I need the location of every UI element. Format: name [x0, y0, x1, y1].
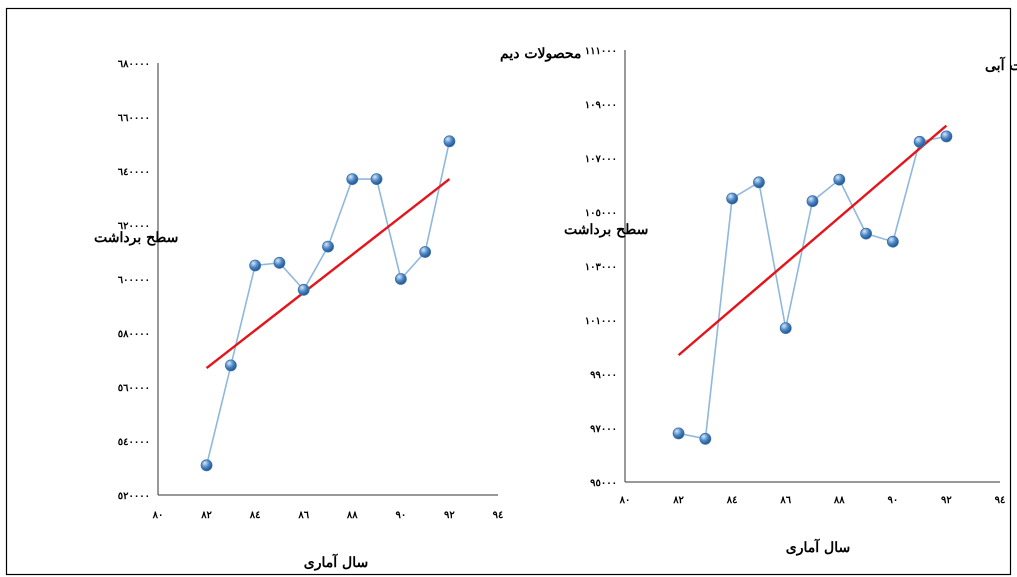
figure-frame [5, 7, 1012, 576]
irrigated-crops-chart: محصولات آبی سطح برداشت سال آماری ۹٥۰۰۰ ۹۷… [564, 46, 1017, 556]
data-point [273, 256, 286, 269]
y-tick-label: ۱۰۱۰۰۰ [585, 316, 617, 327]
data-point [806, 195, 819, 208]
data-point [913, 135, 926, 148]
x-tick-label: ۸۰ [152, 510, 164, 521]
series-line [205, 141, 451, 466]
data-point [322, 240, 334, 253]
trend-line [677, 124, 948, 357]
y-tick-label: ۹٥۰۰۰ [590, 478, 617, 489]
x-tick-label: ۸۸ [346, 510, 358, 521]
y-tick-label: ٦٤۰۰۰۰ [118, 167, 150, 178]
y-tick-label: ۱۰۹۰۰۰ [585, 100, 617, 111]
trend-line [205, 178, 451, 370]
x-tick-label: ۸۸ [833, 495, 845, 506]
x-axis-title: سال آماری [786, 538, 850, 556]
x-tick-label: ۹۲ [444, 510, 455, 521]
x-tick-label: ۸۲ [672, 495, 684, 506]
data-point [443, 135, 456, 148]
chart-title: محصولات دیم [500, 46, 581, 62]
x-tick-label: ۹۲ [941, 495, 952, 506]
y-tick-label: ۹۷۰۰۰ [590, 424, 617, 435]
data-point [419, 246, 432, 258]
y-tick-label: ٥۲۰۰۰۰ [118, 491, 150, 502]
chart-title: محصولات آبی [985, 56, 1017, 74]
rainfed-crops-chart: محصولات دیم سطح برداشت سال آماری ٥۲۰۰۰۰ ٥… [94, 46, 581, 571]
data-point [370, 173, 383, 186]
data-point [297, 283, 310, 296]
y-tick-label: ٥٤۰۰۰۰ [118, 437, 150, 448]
data-point [940, 130, 953, 143]
y-tick-label: ۱۰۷۰۰۰ [585, 154, 617, 165]
y-tick-label: ۹۹۰۰۰ [590, 370, 617, 381]
data-point [779, 322, 792, 335]
y-axis-title: سطح برداشت [564, 222, 648, 238]
x-tick-label: ۸٤ [249, 510, 261, 521]
data-point [860, 227, 872, 240]
x-tick-label: ۹۰ [887, 495, 898, 506]
y-axis-title: سطح برداشت [94, 230, 178, 246]
x-tick-label: ۹٤ [493, 510, 504, 521]
data-point [249, 259, 262, 272]
x-tick-label: ۸۲ [200, 510, 212, 521]
data-point [886, 235, 899, 248]
x-tick-label: ۸۰ [619, 495, 631, 506]
y-tick-label: ٦٦۰۰۰۰ [118, 113, 150, 124]
data-point [200, 459, 213, 472]
y-tick-label: ٦۸۰۰۰۰ [118, 59, 150, 70]
y-tick-label: ٦۲۰۰۰۰ [118, 221, 150, 232]
data-point [753, 176, 765, 189]
x-tick-label: ۸٤ [726, 495, 738, 506]
y-tick-label: ۱۰۳۰۰۰ [585, 262, 617, 273]
series-line [678, 135, 947, 440]
data-point [224, 359, 237, 372]
y-tick-label: ۱۰٥۰۰۰ [585, 208, 617, 219]
data-point [672, 427, 685, 440]
x-tick-label: ۸٦ [297, 510, 309, 521]
data-point [394, 273, 407, 285]
y-tick-label: ۱۱۱۰۰۰ [585, 46, 617, 57]
data-point [699, 432, 712, 445]
x-tick-label: ۸٦ [779, 495, 791, 506]
data-point [833, 173, 846, 186]
data-point [726, 192, 739, 205]
data-point [346, 173, 359, 186]
x-tick-label: ۹۰ [395, 510, 406, 521]
x-axis-title: سال آماری [304, 553, 368, 571]
y-tick-label: ٦۰۰۰۰۰ [118, 275, 150, 286]
x-tick-label: ۹٤ [995, 495, 1006, 506]
y-tick-label: ٥۸۰۰۰۰ [118, 329, 150, 340]
y-tick-label: ٥٦۰۰۰۰ [118, 383, 150, 394]
